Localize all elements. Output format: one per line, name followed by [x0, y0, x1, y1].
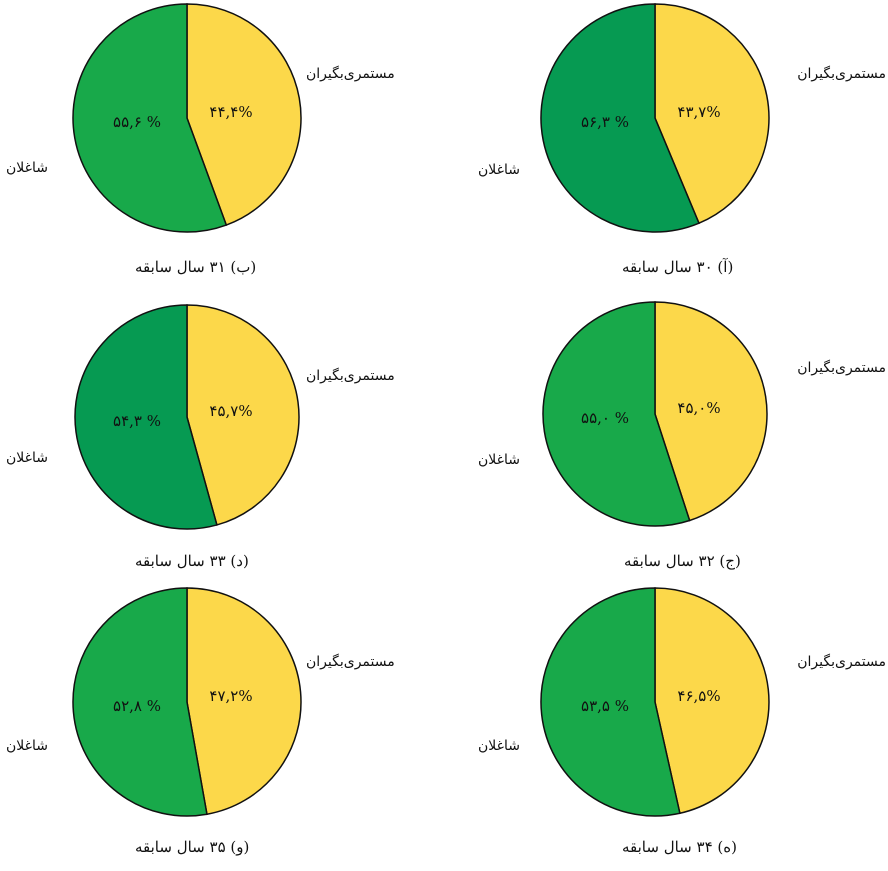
pie-svg: ۴۴,۴% ۵۵,۶ %	[72, 3, 302, 233]
legend-label-pensioners: مستمری‌بگیران	[306, 66, 395, 82]
data-label-employees: ۵۵,۶ %	[113, 113, 161, 131]
legend-label-pensioners: مستمری‌بگیران	[797, 654, 886, 670]
pie-slice-pensioners	[654, 3, 770, 225]
pie-slice-pensioners	[186, 304, 300, 526]
chart-caption: (ب) ۳۱ سال سابقه	[135, 258, 257, 276]
pie-slice-pensioners	[186, 3, 302, 226]
data-label-employees: ۵۶,۳ %	[581, 113, 629, 131]
legend-label-employees: شاغلان	[6, 738, 48, 754]
pie-slice-pensioners	[654, 301, 768, 522]
pie-svg: ۴۵,۰% ۵۵,۰ %	[542, 301, 768, 527]
legend-label-employees: شاغلان	[6, 160, 48, 176]
pie-chart-30-years: ۴۳,۷% ۵۶,۳ % مستمری‌بگیران شاغلان (آ) ۳۰ …	[444, 0, 888, 290]
legend-label-employees: شاغلان	[478, 452, 520, 468]
data-label-pensioners: ۴۶,۵%	[677, 687, 720, 705]
chart-caption: (ه) ۳۴ سال سابقه	[622, 838, 737, 856]
legend-label-pensioners: مستمری‌بگیران	[306, 368, 395, 384]
pie-slice-employees	[72, 3, 228, 233]
pie-chart-31-years: ۴۴,۴% ۵۵,۶ % مستمری‌بگیران شاغلان (ب) ۳۱ …	[0, 0, 444, 290]
pie-slice-employees	[540, 587, 681, 817]
chart-caption: (و) ۳۵ سال سابقه	[135, 838, 250, 856]
pie-slice-pensioners	[186, 587, 302, 816]
data-label-pensioners: ۴۴,۴%	[209, 103, 252, 121]
legend-label-pensioners: مستمری‌بگیران	[797, 66, 886, 82]
pie-svg: ۴۷,۲% ۵۲,۸ %	[72, 587, 302, 817]
pie-slice-employees	[540, 3, 700, 233]
legend-label-pensioners: مستمری‌بگیران	[797, 360, 886, 376]
pie-chart-35-years: ۴۷,۲% ۵۲,۸ % مستمری‌بگیران شاغلان (و) ۳۵ …	[0, 580, 444, 870]
pie-chart-34-years: ۴۶,۵% ۵۳,۵ % مستمری‌بگیران شاغلان (ه) ۳۴ …	[444, 580, 888, 870]
legend-label-employees: شاغلان	[478, 738, 520, 754]
data-label-pensioners: ۴۵,۰%	[677, 399, 720, 417]
data-label-employees: ۵۳,۵ %	[581, 697, 629, 715]
pie-chart-33-years: ۴۵,۷% ۵۴,۳ % مستمری‌بگیران شاغلان (د) ۳۳ …	[0, 290, 444, 580]
legend-label-employees: شاغلان	[6, 450, 48, 466]
pie-slice-employees	[74, 304, 218, 530]
chart-caption: (د) ۳۳ سال سابقه	[135, 552, 249, 570]
pie-chart-32-years: ۴۵,۰% ۵۵,۰ % مستمری‌بگیران شاغلان (ج) ۳۲ …	[444, 290, 888, 580]
legend-label-pensioners: مستمری‌بگیران	[306, 654, 395, 670]
pie-svg: ۴۳,۷% ۵۶,۳ %	[540, 3, 770, 233]
pie-slice-pensioners	[654, 587, 770, 815]
pie-svg: ۴۶,۵% ۵۳,۵ %	[540, 587, 770, 817]
data-label-employees: ۵۴,۳ %	[113, 412, 161, 430]
pie-slice-employees	[542, 301, 691, 527]
data-label-employees: ۵۲,۸ %	[113, 697, 161, 715]
pie-slice-employees	[72, 587, 208, 817]
data-label-pensioners: ۴۵,۷%	[209, 402, 252, 420]
data-label-pensioners: ۴۳,۷%	[677, 103, 720, 121]
data-label-employees: ۵۵,۰ %	[581, 409, 629, 427]
pie-svg: ۴۵,۷% ۵۴,۳ %	[74, 304, 300, 530]
chart-caption: (آ) ۳۰ سال سابقه	[622, 258, 734, 276]
chart-caption: (ج) ۳۲ سال سابقه	[624, 552, 741, 570]
legend-label-employees: شاغلان	[478, 162, 520, 178]
data-label-pensioners: ۴۷,۲%	[209, 687, 252, 705]
